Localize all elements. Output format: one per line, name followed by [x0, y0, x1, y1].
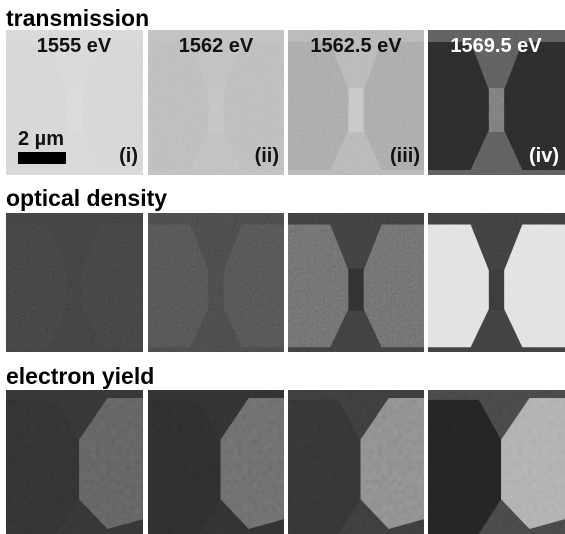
noise [288, 390, 424, 534]
image-panel [288, 390, 424, 534]
energy-label: 1562 eV [179, 35, 254, 57]
noise [148, 213, 284, 352]
noise [428, 213, 565, 352]
image-panel [6, 213, 143, 352]
image-panel [428, 390, 565, 534]
index-label: (i) [119, 145, 138, 167]
noise [6, 390, 143, 534]
scale-bar [18, 152, 66, 164]
energy-label: 1569.5 eV [450, 35, 542, 57]
energy-label: 1562.5 eV [310, 35, 402, 57]
index-label: (ii) [255, 145, 279, 167]
energy-label: 1555 eV [37, 35, 112, 57]
noise [288, 213, 424, 352]
image-panel [6, 390, 143, 534]
row-title: electron yield [6, 363, 154, 389]
noise [6, 213, 143, 352]
index-label: (iv) [529, 145, 559, 167]
figure: transmission optical density electron yi… [0, 0, 565, 534]
image-panel [148, 390, 284, 534]
image-panel [288, 213, 424, 352]
index-label: (iii) [390, 145, 420, 167]
row-title: optical density [6, 185, 167, 211]
noise [428, 390, 565, 534]
image-panels [6, 30, 565, 534]
image-panel [148, 213, 284, 352]
image-panel [428, 213, 565, 352]
noise [148, 390, 284, 534]
scale-bar-label: 2 µm [18, 128, 64, 150]
row-title: transmission [6, 5, 149, 31]
